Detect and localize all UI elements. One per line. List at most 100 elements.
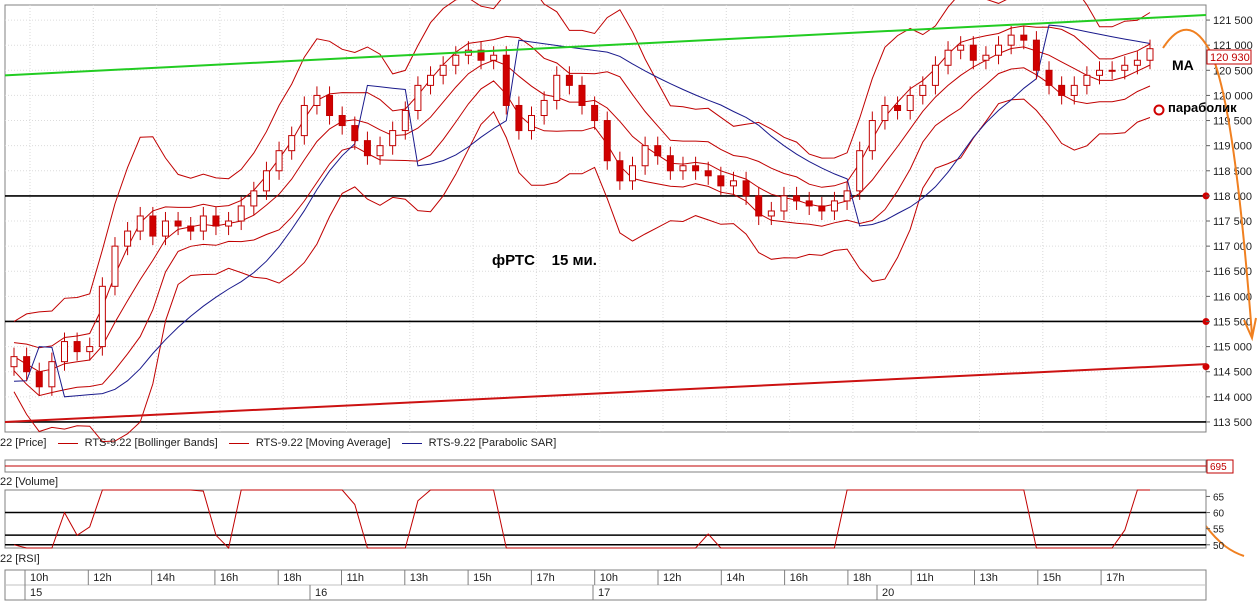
candle-body (60, 341, 68, 363)
ytick-label: 118 500 (1213, 166, 1252, 178)
forecast-curve (1162, 28, 1253, 336)
ma-annotation: MA (1172, 57, 1194, 73)
parabolic-sar (13, 24, 1151, 398)
candle-body (136, 215, 144, 232)
candle-body (212, 215, 220, 227)
ytick-label: 118 000 (1213, 191, 1252, 203)
ytick-label: 116 500 (1213, 266, 1252, 278)
price-legend: 22 [Price] RTS-9.22 [Bollinger Bands] RT… (0, 437, 1210, 451)
candle-body (603, 120, 611, 162)
candle-body (237, 205, 245, 222)
candle-body (957, 44, 965, 51)
candle-body (1070, 84, 1078, 96)
volume-value: 695 (1210, 462, 1227, 473)
last-price-label: 120 930 (1210, 52, 1250, 64)
hour-label: 15h (1043, 572, 1061, 584)
candle-body (124, 230, 132, 247)
horizontal-levels (5, 192, 1210, 423)
candle-body (1020, 34, 1028, 41)
legend-bollinger: RTS-9.22 [Bollinger Bands] (84, 437, 218, 450)
candle-body (86, 346, 94, 353)
legend-bollinger-swatch (57, 442, 78, 444)
ytick-label: 117 500 (1213, 216, 1252, 228)
parabolic-marker (1153, 104, 1165, 116)
ytick-label: 119 500 (1213, 116, 1252, 128)
day-label: 20 (882, 587, 894, 599)
green-trendline (4, 14, 1207, 77)
candles (10, 26, 1154, 396)
hour-label: 12h (93, 572, 111, 584)
candle-body (578, 84, 586, 106)
candle-body (98, 285, 106, 348)
candle-body (199, 215, 207, 232)
candle-body (843, 190, 851, 202)
legend-sar: RTS-9.22 [Parabolic SAR] (428, 437, 557, 450)
hour-label: 14h (157, 572, 175, 584)
candle-body (363, 140, 371, 157)
hour-label: 16h (220, 572, 238, 584)
red-trendline (4, 363, 1207, 423)
trendlines (4, 14, 1207, 423)
candle-body (717, 175, 725, 187)
rsi-tick-label: 65 (1213, 492, 1225, 503)
day-label: 16 (315, 587, 327, 599)
candle-body (755, 195, 763, 217)
parabolic-annotation: параболик (1168, 100, 1237, 115)
legend-ma-swatch (228, 442, 249, 444)
rsi-tick-label: 55 (1213, 525, 1225, 536)
day-label: 17 (598, 587, 610, 599)
ytick-label: 113 500 (1213, 417, 1252, 429)
candle-body (313, 94, 321, 106)
candle-body (654, 145, 662, 157)
candle-body (326, 94, 334, 117)
candle-body (919, 84, 927, 96)
rsi-tick-label: 60 (1213, 509, 1225, 520)
ytick-label: 120 500 (1213, 65, 1253, 77)
candle-body (805, 200, 813, 207)
candle-body (111, 245, 119, 287)
hour-label: 14h (726, 572, 744, 584)
ytick-label: 115 000 (1213, 342, 1252, 354)
candle-body (881, 104, 889, 122)
candle-body (490, 54, 498, 61)
hour-label: 16h (790, 572, 808, 584)
rsi-pane-label: 22 [RSI] (0, 553, 40, 565)
candle-body (540, 99, 548, 117)
candle-body (1096, 69, 1104, 76)
candle-body (338, 115, 346, 127)
candle-body (780, 195, 788, 212)
candle-body (149, 215, 157, 237)
candle-body (477, 49, 485, 61)
candle-body (262, 170, 270, 192)
candle-body (1133, 59, 1141, 66)
ytick-label: 115 500 (1213, 316, 1252, 328)
candle-body (1083, 74, 1091, 86)
hour-label: 18h (853, 572, 871, 584)
hour-label: 13h (980, 572, 998, 584)
candle-body (250, 190, 258, 207)
candle-body (969, 44, 977, 61)
candle-body (48, 361, 56, 388)
candle-body (452, 54, 460, 66)
candle-body (1121, 64, 1129, 71)
candle-body (830, 200, 838, 212)
legend-sar-swatch (401, 442, 422, 444)
candle-body (1058, 84, 1066, 96)
sar-line (13, 24, 1151, 398)
hour-label: 10h (30, 572, 48, 584)
ytick-label: 121 500 (1213, 15, 1253, 27)
candle-body (628, 165, 636, 182)
candle-body (427, 74, 435, 86)
ytick-label: 117 000 (1213, 241, 1252, 253)
candle-body (376, 145, 384, 157)
rsi-line (13, 489, 1150, 550)
candle-body (439, 64, 447, 76)
candle-body (767, 210, 775, 217)
candle-body (300, 104, 308, 137)
hour-label: 13h (410, 572, 428, 584)
candle-body (528, 115, 536, 132)
candle-body (1032, 39, 1040, 71)
time-axis-labels: 10h 12h 14h 16h 18h 11h 13h 15h 17h 10h 12h 14h 16h 1… (24, 570, 1124, 600)
candle-body (225, 220, 233, 227)
candle-body (174, 220, 182, 227)
